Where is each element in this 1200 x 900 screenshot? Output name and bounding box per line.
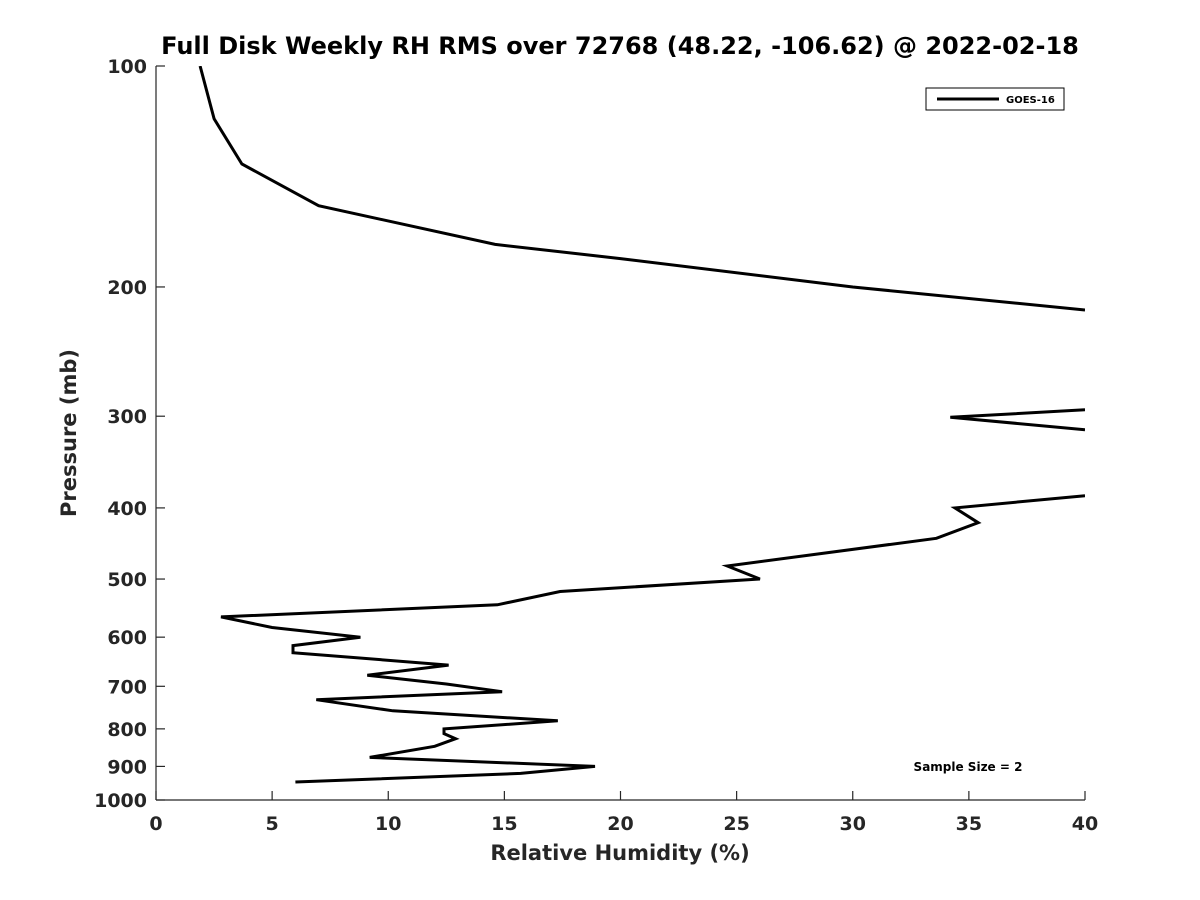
x-tick-label: 0: [149, 813, 162, 835]
x-tick-label: 30: [840, 813, 866, 835]
x-tick-label: 15: [491, 813, 517, 835]
ticks-layer: 0 5 10 15 20 25 30 35 40 100 200 300 400 500 600 700 800…: [94, 56, 1098, 835]
x-tick-label: 35: [956, 813, 982, 835]
x-tick-label: 10: [375, 813, 401, 835]
y-tick-label: 600: [107, 627, 147, 649]
y-tick-label: 500: [107, 569, 147, 591]
x-axis-label: Relative Humidity (%): [490, 841, 749, 865]
x-tick-label: 5: [266, 813, 279, 835]
y-tick-label: 300: [107, 406, 147, 428]
series-line-goes-16-segment-3: [220, 494, 1085, 784]
x-tick-label: 20: [607, 813, 633, 835]
legend: GOES-16: [925, 87, 1065, 111]
series-line-goes-16-segment-1: [198, 66, 1085, 312]
series-line-goes-16-segment-2: [950, 408, 1085, 432]
y-tick-label: 700: [107, 676, 147, 698]
y-axis-label: Pressure (mb): [57, 349, 81, 517]
series-layer: [198, 66, 1085, 784]
y-tick-label: 100: [107, 56, 147, 78]
y-tick-label: 900: [107, 756, 147, 778]
x-tick-label: 40: [1072, 813, 1098, 835]
y-tick-label: 800: [107, 719, 147, 741]
y-tick-label: 200: [107, 277, 147, 299]
x-tick-label: 25: [723, 813, 749, 835]
sample-size-annotation: Sample Size = 2: [914, 760, 1023, 774]
y-tick-label: 400: [107, 498, 147, 520]
chart-title: Full Disk Weekly RH RMS over 72768 (48.2…: [161, 32, 1079, 60]
y-tick-label: 1000: [94, 790, 147, 812]
legend-entry-goes-16: GOES-16: [1006, 95, 1055, 106]
